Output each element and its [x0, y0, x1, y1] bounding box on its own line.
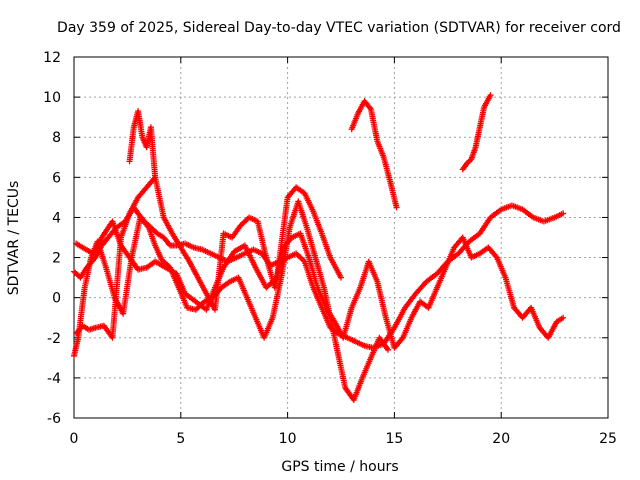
data-point: [560, 210, 567, 217]
x-tick-label: 0: [70, 431, 79, 447]
x-tick-label: 15: [385, 431, 403, 447]
x-tick-label: 25: [599, 431, 617, 447]
data-point: [487, 92, 494, 99]
series-track-4: [73, 184, 344, 313]
y-axis-label: SDTVAR / TECUs: [6, 181, 22, 296]
data-point: [366, 104, 373, 111]
y-tick-label: 0: [52, 291, 61, 307]
data-marks: [71, 92, 567, 403]
y-tick-label: 4: [52, 210, 61, 226]
x-tick-label: 5: [176, 431, 185, 447]
y-tick-label: -2: [47, 331, 61, 347]
x-tick-label: 10: [279, 431, 297, 447]
data-point: [560, 314, 567, 321]
x-axis-label: GPS time / hours: [281, 459, 398, 475]
y-tick-label: 10: [43, 90, 61, 106]
data-point: [384, 346, 391, 353]
y-tick-label: 8: [52, 130, 61, 146]
series-track-3: [71, 198, 391, 403]
series-track-6: [348, 98, 400, 211]
y-tick-label: 2: [52, 251, 61, 267]
data-point: [393, 204, 400, 211]
axis-ticks: 0 5 10 15 20 25 -6 -4 -2 0 2 4 6 8 10 12: [43, 50, 617, 447]
data-point: [152, 174, 159, 181]
chart-title: Day 359 of 2025, Sidereal Day-to-day VTE…: [57, 20, 621, 36]
plot-frame: [73, 56, 609, 419]
x-tick-label: 20: [492, 431, 510, 447]
data-point: [338, 274, 344, 281]
series-track-5: [126, 108, 159, 181]
y-tick-label: -4: [47, 371, 61, 387]
data-point: [272, 275, 279, 282]
y-tick-label: 6: [52, 170, 61, 186]
series-track-7: [459, 92, 494, 173]
data-point: [166, 241, 173, 248]
y-tick-label: -6: [47, 411, 61, 427]
y-tick-label: 12: [43, 50, 61, 66]
